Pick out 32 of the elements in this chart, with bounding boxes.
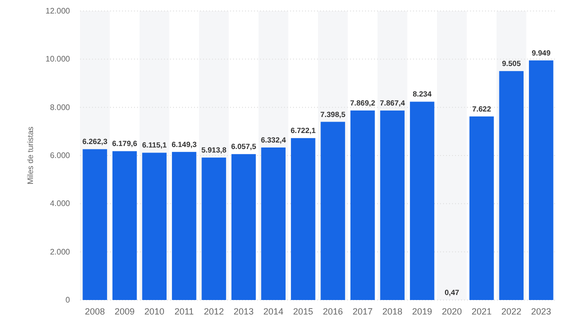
y-tick-label: 4.000 [50,199,71,208]
x-tick-label: 2015 [293,306,314,316]
x-tick-label: 2009 [114,306,135,316]
y-axis-title: Miles de turistas [26,126,35,184]
x-tick-label: 2021 [472,306,492,316]
y-tick-label: 8.000 [50,102,71,112]
bar [350,110,375,300]
bar [469,116,494,300]
bar [112,151,137,300]
x-tick-label: 2013 [234,306,254,316]
x-tick-label: 2014 [263,306,284,316]
x-tick-label: 2017 [352,306,373,316]
bar [528,60,554,300]
y-tick-label: 12.000 [46,6,71,16]
y-tick-label: 2.000 [50,247,71,256]
x-tick-label: 2022 [501,306,522,316]
bar [290,138,316,300]
x-tick-label: 2008 [84,306,105,316]
x-tick-label: 2011 [174,306,194,316]
y-tick-label: 0 [66,296,71,305]
x-tick-label: 2010 [144,306,164,316]
y-tick-label: 6.000 [50,151,71,160]
x-tick-label: 2023 [531,306,552,316]
x-tick-label: 2012 [204,306,224,316]
bar [231,154,256,300]
bar [410,102,434,300]
y-tick-label: 10.000 [46,54,71,64]
x-tick-label: 2019 [412,306,432,316]
x-tick-label: 2020 [442,306,462,316]
x-tick-label: 2018 [382,306,402,316]
x-tick-label: 2016 [322,306,343,316]
bar [172,152,196,300]
